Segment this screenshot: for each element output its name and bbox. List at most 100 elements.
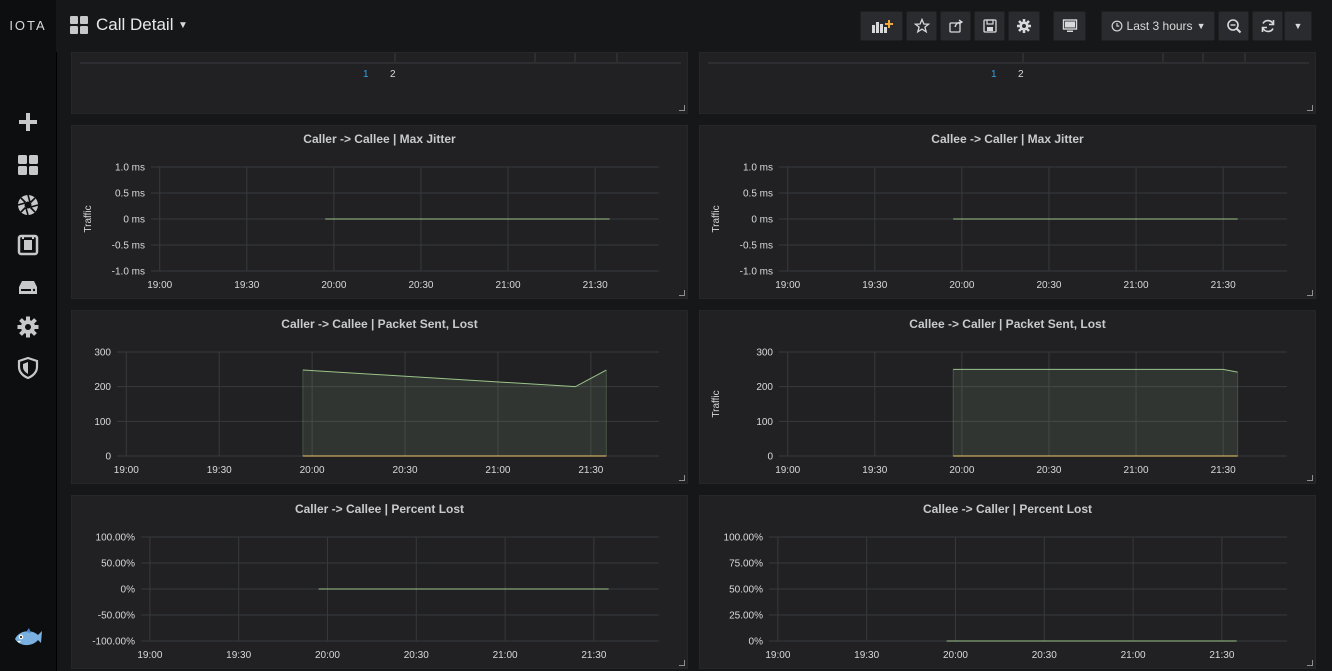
- panel-title[interactable]: Caller -> Callee | Percent Lost: [294, 502, 465, 516]
- x-tick-label: 21:30: [1211, 280, 1236, 291]
- x-tick-label: 20:00: [315, 650, 340, 661]
- dashboards-icon[interactable]: [16, 153, 40, 177]
- table-panel-left: 1 2: [71, 52, 688, 114]
- x-tick-label: 20:30: [1036, 280, 1061, 291]
- y-tick-label: -0.5 ms: [740, 241, 773, 252]
- graph: 300 200 100 019:00 19:30 20:00 20:30 21:00 21:30…: [711, 348, 1287, 476]
- series-line: [953, 368, 1238, 373]
- x-tick-label: 20:00: [300, 465, 325, 476]
- alerting-icon[interactable]: [16, 233, 40, 257]
- y-tick-label: 0.5 ms: [743, 189, 773, 200]
- y-tick-label: 50.00%: [101, 559, 135, 570]
- y-tick-label: 1.0 ms: [115, 163, 145, 174]
- resize-handle[interactable]: [679, 105, 685, 111]
- y-tick-label: 0.5 ms: [115, 189, 145, 200]
- refresh-interval-dropdown[interactable]: ▼: [1284, 11, 1312, 41]
- panel-title[interactable]: Callee -> Caller | Max Jitter: [931, 132, 1084, 146]
- y-tick-label: 25.00%: [729, 611, 763, 622]
- resize-handle[interactable]: [1307, 475, 1313, 481]
- y-tick-label: -50.00%: [98, 611, 135, 622]
- x-tick-label: 20:30: [1032, 650, 1057, 661]
- series-area: [302, 370, 607, 456]
- pagination-page-1[interactable]: 1: [991, 69, 997, 80]
- refresh-icon[interactable]: [1252, 11, 1283, 41]
- settings-gear-icon[interactable]: [1008, 11, 1040, 41]
- y-tick-label: 0 ms: [123, 215, 145, 226]
- iota-logo[interactable]: IOTA: [9, 18, 47, 33]
- resize-handle[interactable]: [1307, 290, 1313, 296]
- x-tick-label: 19:30: [862, 280, 887, 291]
- panel-title[interactable]: Caller -> Callee | Max Jitter: [303, 132, 456, 146]
- dashboard-grid-icon: [70, 16, 88, 34]
- x-tick-label: 21:00: [1121, 650, 1146, 661]
- x-tick-label: 21:30: [1211, 465, 1236, 476]
- series-line: [302, 369, 607, 388]
- x-tick-label: 19:00: [147, 280, 172, 291]
- y-tick-label: 200: [94, 382, 111, 393]
- time-range-label: Last 3 hours: [1126, 19, 1193, 33]
- plus-icon[interactable]: [16, 110, 40, 134]
- add-panel-button[interactable]: [860, 11, 903, 41]
- resize-handle[interactable]: [1307, 660, 1313, 666]
- star-icon[interactable]: [906, 11, 937, 41]
- y-tick-label: -0.5 ms: [112, 241, 145, 252]
- y-tick-label: 0 ms: [751, 215, 773, 226]
- resize-handle[interactable]: [679, 475, 685, 481]
- resize-handle[interactable]: [679, 290, 685, 296]
- y-tick-label: 1.0 ms: [743, 163, 773, 174]
- x-tick-label: 21:30: [583, 280, 608, 291]
- panel-title[interactable]: Callee -> Caller | Percent Lost: [922, 502, 1093, 516]
- y-tick-label: -1.0 ms: [112, 267, 145, 278]
- x-tick-label: 19:30: [234, 280, 259, 291]
- x-tick-label: 20:00: [943, 650, 968, 661]
- chart-panel-caller-callee-percent-lost: Caller -> Callee | Percent Lost 100.00% 5…: [71, 495, 688, 669]
- y-tick-label: 0: [767, 452, 773, 463]
- pagination-page-1[interactable]: 1: [363, 69, 369, 80]
- time-range-picker[interactable]: Last 3 hours ▼: [1101, 11, 1215, 41]
- panel-title[interactable]: Callee -> Caller | Packet Sent, Lost: [909, 317, 1106, 331]
- x-tick-label: 21:30: [1209, 650, 1234, 661]
- dashboard-title[interactable]: Call Detail: [96, 15, 174, 34]
- pagination-page-2[interactable]: 2: [1018, 69, 1024, 80]
- share-icon[interactable]: [940, 11, 971, 41]
- top-navbar: Call Detail ▼ Last 3 hours ▼ ▼: [56, 0, 1332, 52]
- x-tick-label: 20:30: [404, 650, 429, 661]
- y-tick-label: 75.00%: [729, 559, 763, 570]
- x-tick-label: 20:30: [408, 280, 433, 291]
- x-tick-label: 20:00: [321, 280, 346, 291]
- x-tick-label: 20:30: [1036, 465, 1061, 476]
- x-tick-label: 19:30: [207, 465, 232, 476]
- table-panel-right: 1 2: [699, 52, 1316, 114]
- shield-icon[interactable]: [16, 356, 40, 380]
- explore-icon[interactable]: [16, 193, 40, 217]
- save-icon[interactable]: [974, 11, 1005, 41]
- y-axis-label: Traffic: [711, 205, 722, 232]
- chart-panel-callee-caller-packet-sent-lost: Callee -> Caller | Packet Sent, Lost 300…: [699, 310, 1316, 484]
- y-axis-label: Traffic: [83, 205, 94, 232]
- y-tick-label: 100.00%: [96, 533, 136, 544]
- chart-panel-caller-callee-max-jitter: Caller -> Callee | Max Jitter 1.0 ms 0.5 …: [71, 125, 688, 299]
- resize-handle[interactable]: [679, 660, 685, 666]
- x-tick-label: 20:30: [393, 465, 418, 476]
- chart-panel-callee-caller-max-jitter: Callee -> Caller | Max Jitter 1.0 ms 0.5 …: [699, 125, 1316, 299]
- chevron-down-icon[interactable]: ▼: [178, 20, 188, 31]
- panel-title[interactable]: Caller -> Callee | Packet Sent, Lost: [281, 317, 478, 331]
- resize-handle[interactable]: [1307, 105, 1313, 111]
- y-tick-label: 50.00%: [729, 585, 763, 596]
- fish-mascot-icon[interactable]: [12, 622, 44, 654]
- x-tick-label: 20:00: [949, 465, 974, 476]
- clock-icon: [1111, 20, 1122, 32]
- x-tick-label: 21:00: [485, 465, 510, 476]
- y-tick-label: 100.00%: [724, 533, 764, 544]
- x-tick-label: 19:00: [775, 465, 800, 476]
- y-tick-label: 100: [756, 417, 773, 428]
- x-tick-label: 19:00: [775, 280, 800, 291]
- x-tick-label: 19:30: [862, 465, 887, 476]
- x-tick-label: 19:30: [854, 650, 879, 661]
- zoom-out-icon[interactable]: [1218, 11, 1249, 41]
- gear-icon[interactable]: [16, 315, 40, 339]
- pagination-page-2[interactable]: 2: [390, 69, 396, 80]
- monitor-icon[interactable]: [1053, 11, 1086, 41]
- server-icon[interactable]: [16, 275, 40, 299]
